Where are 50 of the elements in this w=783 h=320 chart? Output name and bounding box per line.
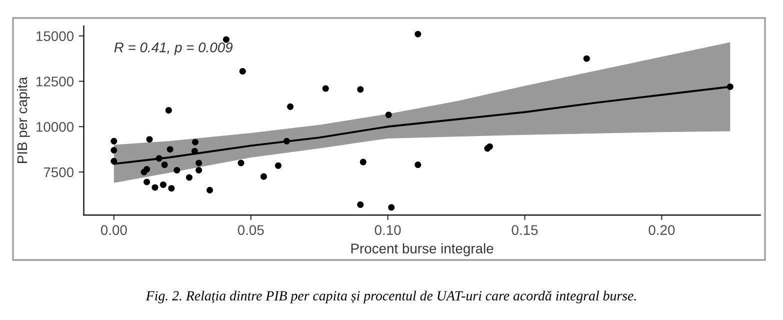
point bbox=[274, 162, 282, 169]
point bbox=[144, 178, 150, 186]
x-tick-label: 0.10 bbox=[374, 225, 401, 235]
y-tick-label: 12500 bbox=[36, 76, 74, 86]
point bbox=[174, 166, 180, 174]
point bbox=[110, 158, 118, 164]
point bbox=[357, 86, 364, 93]
point bbox=[388, 204, 395, 211]
point bbox=[110, 138, 118, 144]
point bbox=[156, 155, 162, 162]
point bbox=[186, 174, 192, 181]
point bbox=[414, 162, 422, 168]
point bbox=[357, 201, 364, 208]
point bbox=[385, 112, 392, 118]
point bbox=[168, 185, 175, 192]
point bbox=[161, 162, 168, 168]
point bbox=[322, 85, 329, 92]
y-tick-label: 7500 bbox=[44, 167, 74, 178]
point bbox=[192, 138, 199, 146]
x-tick-label: 0.15 bbox=[512, 225, 538, 235]
point bbox=[260, 173, 267, 180]
annotation: R = 0.41, p = 0.009 bbox=[114, 42, 233, 56]
y-tick-label: 10000 bbox=[36, 122, 74, 132]
point bbox=[414, 30, 422, 38]
point bbox=[160, 181, 166, 188]
caption: Fig. 2. Relația dintre PIB per capita și procentul de UAT-uri care acordă integral burse. bbox=[146, 290, 636, 304]
point bbox=[239, 68, 246, 75]
point bbox=[238, 160, 244, 166]
point bbox=[110, 146, 118, 154]
point bbox=[196, 166, 202, 174]
x-tick-label: 0.20 bbox=[648, 225, 675, 235]
point bbox=[287, 103, 294, 110]
x-tick-label: 0.05 bbox=[238, 225, 264, 235]
x-tick-label: 0.00 bbox=[100, 225, 127, 235]
point bbox=[583, 55, 590, 62]
point bbox=[152, 184, 158, 191]
point bbox=[144, 166, 150, 173]
x-axis-title: Procent burse integrale bbox=[351, 243, 494, 256]
point bbox=[166, 146, 174, 153]
point bbox=[206, 186, 214, 194]
point bbox=[191, 148, 198, 154]
point bbox=[165, 107, 172, 114]
point bbox=[726, 83, 734, 90]
point bbox=[360, 158, 366, 166]
y-axis-title: PIB per capita bbox=[16, 76, 30, 163]
y-tick-label: 15000 bbox=[36, 31, 74, 42]
point bbox=[283, 138, 290, 144]
point bbox=[146, 136, 153, 143]
point bbox=[196, 160, 202, 166]
point bbox=[222, 36, 230, 43]
